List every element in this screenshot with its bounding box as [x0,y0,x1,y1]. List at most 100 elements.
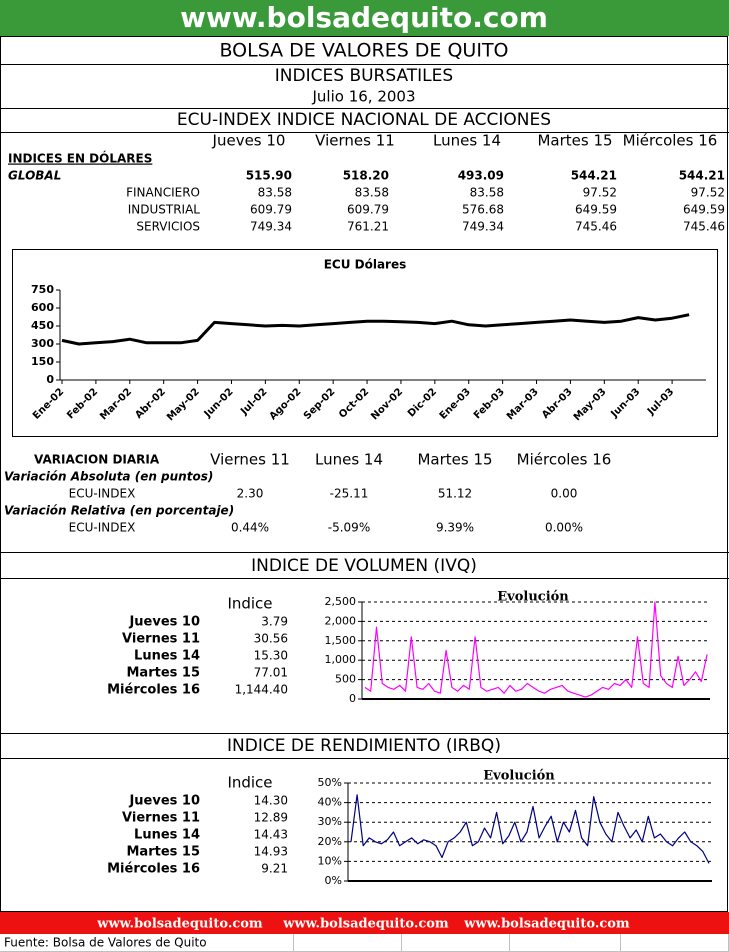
y-tick-label: 750 [31,283,54,296]
cell-value: 14.30 [254,794,288,808]
cell-value: 9.39% [436,521,474,535]
cell-value: 14.93 [254,845,288,859]
cell-value: 544.21 [571,169,617,183]
row-label: Jueves 10 [128,615,200,630]
row-label: FINANCIERO [126,186,200,200]
column-header: Miércoles 16 [517,451,612,469]
y-tick-label: 10% [318,854,342,867]
row-label: ECU-INDEX [69,487,136,501]
cell-value: 518.20 [343,169,389,183]
row-label: Martes 15 [126,845,200,860]
cell-value: 15.30 [254,649,288,663]
site-url: www.bolsadequito.com [180,1,548,34]
group-label: Variación Relativa (en porcentaje) [4,504,234,518]
cell-value: 745.46 [575,220,617,234]
cell-value: 12.89 [254,811,288,825]
row-label: Viernes 11 [122,632,200,647]
cell-value: 515.90 [246,169,292,183]
y-tick-label: 450 [31,319,54,332]
section-title: INDICE DE VOLUMEN (IVQ) [251,556,477,576]
group-label: Variación Absoluta (en puntos) [4,470,213,484]
chart-title: Evolución [497,590,569,605]
cell-value: 77.01 [254,666,288,680]
y-tick-label: 1,000 [325,653,357,666]
footer-link: www.bolsadequito.com [282,917,449,932]
y-tick-label: 600 [31,301,54,314]
column-header: Jueves 10 [212,132,286,150]
y-tick-label: 0% [325,874,342,887]
cell-value: 30.56 [254,632,288,646]
row-label: ECU-INDEX [69,521,136,535]
cell-value: 493.09 [458,169,504,183]
y-tick-label: 150 [31,355,54,368]
column-header: Viernes 11 [315,132,395,150]
cell-value: 83.58 [258,186,292,200]
y-tick-label: 2,000 [325,614,357,627]
cell-value: 761.21 [347,220,389,234]
cell-value: -5.09% [328,521,370,535]
y-tick-label: 500 [335,673,356,686]
cell-value: 51.12 [438,487,472,501]
cell-value: 3.79 [261,615,288,629]
row-label: INDUSTRIAL [128,203,201,217]
cell-value: 83.58 [470,186,504,200]
chart-frame [12,249,718,437]
row-label: SERVICIOS [136,220,200,234]
column-header: Martes 15 [537,132,612,150]
y-tick-label: 0 [46,373,54,386]
cell-value: 83.58 [355,186,389,200]
y-tick-label: 40% [318,796,342,809]
row-label: Lunes 14 [134,828,200,843]
section-title: ECU-INDEX INDICE NACIONAL DE ACCIONES [177,110,551,130]
cell-value: 1,144.40 [235,683,288,697]
cell-value: 9.21 [261,862,288,876]
row-label: GLOBAL [8,169,61,183]
y-tick-label: 50% [318,776,342,789]
column-header: Viernes 11 [210,451,290,469]
cell-value: 0.00 [551,487,578,501]
page-frame [0,36,728,912]
column-header: Miércoles 16 [623,132,718,150]
cell-value: 97.52 [691,186,725,200]
cell-value: 544.21 [679,169,725,183]
cell-value: 97.52 [583,186,617,200]
cell-value: 749.34 [250,220,292,234]
data-line [364,601,708,698]
y-tick-label: 30% [318,815,342,828]
footer-bar [0,912,729,934]
row-label: Miércoles 16 [107,862,200,877]
cell-value: -25.11 [330,487,369,501]
y-tick-label: 300 [31,337,54,350]
column-header: Martes 15 [417,451,492,469]
section-label: INDICES EN DÓLARES [8,151,152,166]
footer-link: www.bolsadequito.com [463,917,630,932]
row-label: Martes 15 [126,666,200,681]
section-title: INDICE DE RENDIMIENTO (IRBQ) [227,736,501,756]
cell-value: 2.30 [237,487,264,501]
chart-title: ECU Dólares [324,258,407,272]
y-tick-label: 0 [349,692,356,705]
cell-value: 749.34 [462,220,504,234]
cell-value: 0.00% [545,521,583,535]
row-label: Lunes 14 [134,649,200,664]
subtitle: INDICES BURSATILES [275,66,453,86]
cell-value: 576.68 [462,203,504,217]
data-line [350,794,710,864]
chart-title: Evolución [483,769,555,784]
footer-link: www.bolsadequito.com [96,917,263,932]
cell-value: 649.59 [575,203,617,217]
y-tick-label: 2,500 [325,595,357,608]
cell-value: 609.79 [250,203,292,217]
cell-value: 745.46 [683,220,725,234]
cell-value: 649.59 [683,203,725,217]
row-label: Jueves 10 [128,794,200,809]
source: Fuente: Bolsa de Valores de Quito [4,936,207,950]
column-header: Lunes 14 [315,451,383,469]
y-tick-label: 1,500 [325,634,357,647]
data-line [61,313,690,346]
cell-value: 609.79 [347,203,389,217]
page-title: BOLSA DE VALORES DE QUITO [219,40,508,62]
row-label: Viernes 11 [122,811,200,826]
y-tick-label: 20% [318,835,342,848]
